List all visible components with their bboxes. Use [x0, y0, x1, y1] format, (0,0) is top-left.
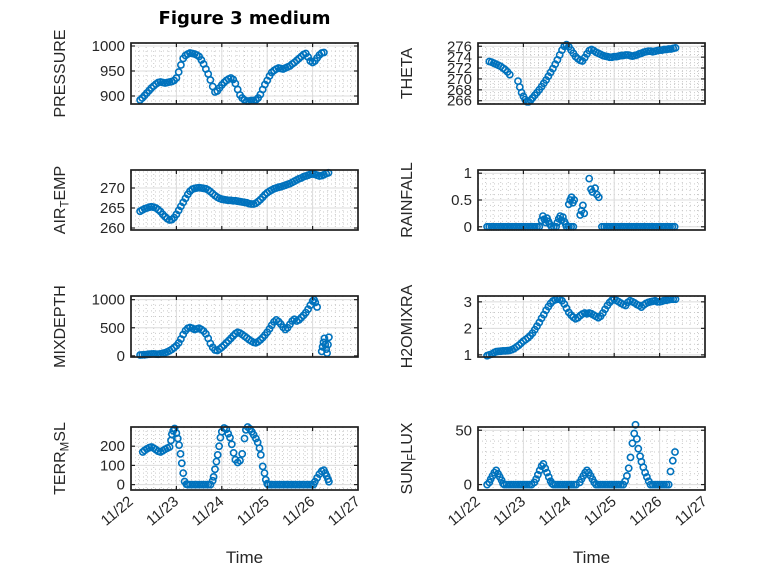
scatter-points	[483, 174, 679, 231]
scatter-points	[485, 40, 680, 106]
y-axis-label: RAINFALL	[399, 162, 416, 238]
y-axis-label: THETA	[399, 48, 416, 100]
y-tick-labels: 0 100 200	[100, 438, 125, 493]
y-axis-label: AIRTEMP	[52, 166, 72, 234]
y-axis-label: MIXDEPTH	[52, 285, 69, 368]
svg-text:50: 50	[455, 422, 472, 439]
svg-text:2: 2	[464, 320, 472, 337]
svg-text:1000: 1000	[92, 292, 125, 309]
subplot-airtemp: 260 265 270 AIRTEMP	[19, 160, 372, 242]
chart-svg-terr_msl: 0 100 200 TERRMSL 11/22 11/23 11/24 11/25 11/26 1…	[52, 422, 364, 529]
svg-text:11/27: 11/27	[325, 493, 364, 529]
subplot-pressure: 900 950 1000 PRESSURE	[19, 29, 372, 118]
scatter-points	[136, 48, 328, 105]
subplot-sunflux: 0 50 SUNFLUX 11/22 11/23 11/24 11/25 11/26 11/27	[366, 417, 719, 582]
minor-grid	[131, 427, 358, 490]
svg-text:265: 265	[100, 200, 125, 217]
axes-box	[477, 169, 706, 231]
svg-text:100: 100	[100, 457, 125, 474]
axes-box	[477, 42, 706, 105]
svg-text:260: 260	[100, 220, 125, 237]
svg-text:950: 950	[100, 63, 125, 80]
svg-text:900: 900	[100, 88, 125, 105]
x-axis-label-left: Time	[225, 548, 264, 567]
svg-text:11/22: 11/22	[98, 493, 137, 529]
scatter-points	[483, 295, 680, 360]
chart-svg-pressure: 900 950 1000 PRESSURE	[52, 29, 359, 118]
axes-box	[130, 169, 359, 231]
y-axis-label: TERRMSL	[52, 422, 72, 495]
subplot-terrmsl: 0 100 200 TERRMSL 11/22 11/23 11/24 11/25 11/26 1…	[19, 417, 372, 582]
svg-text:11/26: 11/26	[279, 493, 318, 529]
svg-text:200: 200	[100, 438, 125, 455]
chart-svg-h2omixra: 1 2 3 H2OMIXRA	[399, 284, 706, 368]
svg-text:272: 272	[447, 60, 472, 77]
svg-text:11/23: 11/23	[490, 493, 529, 529]
y-axis-label: PRESSURE	[52, 29, 69, 117]
svg-text:11/25: 11/25	[234, 493, 273, 529]
svg-text:276: 276	[447, 38, 472, 55]
major-grid	[131, 170, 358, 230]
subplot-h2omixra: 1 2 3 H2OMIXRA	[366, 284, 719, 369]
chart-svg-air_temp: 260 265 270 AIRTEMP	[52, 166, 359, 237]
axes-box	[130, 42, 359, 105]
svg-text:0.5: 0.5	[451, 192, 472, 209]
svg-text:11/24: 11/24	[189, 493, 228, 529]
svg-text:11/27: 11/27	[672, 493, 711, 529]
svg-text:270: 270	[447, 71, 472, 88]
axes-box	[477, 426, 706, 491]
axes-box	[130, 426, 359, 491]
svg-text:0: 0	[117, 477, 125, 494]
svg-text:0: 0	[117, 348, 125, 365]
svg-text:0: 0	[464, 477, 472, 494]
subplot-theta: 266 268 270 272 274 276 THETA	[366, 33, 719, 116]
y-tick-labels: 260 265 270	[100, 180, 125, 237]
svg-text:11/23: 11/23	[143, 493, 182, 529]
y-tick-labels: 1 2 3	[464, 294, 472, 364]
svg-text:270: 270	[100, 180, 125, 197]
svg-text:1: 1	[464, 165, 472, 182]
scatter-points	[136, 168, 333, 224]
y-tick-labels: 00.51	[451, 165, 472, 236]
svg-text:274: 274	[447, 49, 472, 66]
svg-text:11/24: 11/24	[536, 493, 575, 529]
subplot-mixdepth: 0 500 1000 MIXDEPTH	[19, 285, 372, 369]
y-tick-labels: 0 500 1000	[92, 292, 125, 365]
svg-text:1: 1	[464, 347, 472, 364]
svg-text:268: 268	[447, 82, 472, 99]
figure-title: Figure 3 medium	[158, 8, 331, 29]
svg-text:500: 500	[100, 320, 125, 337]
x-tick-labels: 11/22 11/23 11/24 11/25 11/26 11/27	[445, 493, 711, 529]
svg-text:0: 0	[464, 219, 472, 236]
svg-text:3: 3	[464, 294, 472, 311]
y-tick-labels: 900 950 1000	[92, 38, 125, 105]
svg-text:1000: 1000	[92, 38, 125, 55]
svg-text:11/25: 11/25	[581, 493, 620, 529]
svg-text:11/26: 11/26	[626, 493, 665, 529]
scatter-points	[483, 420, 679, 489]
svg-text:266: 266	[447, 93, 472, 110]
x-tick-labels: 11/22 11/23 11/24 11/25 11/26 11/27	[98, 493, 364, 529]
chart-svg-sun_flux: 0 50 SUNFLUX 11/22 11/23 11/24 11/25 11/26 11/27	[399, 420, 711, 529]
chart-svg-mixdepth: 0 500 1000 MIXDEPTH	[52, 285, 359, 368]
y-axis-label: H2OMIXRA	[399, 284, 416, 368]
y-axis-label: SUNFLUX	[399, 422, 419, 494]
axes-box	[477, 295, 706, 358]
x-axis-label-right: Time	[572, 548, 611, 567]
axes-box	[130, 295, 359, 358]
svg-text:11/22: 11/22	[445, 493, 484, 529]
subplot-rainfall: 0 0.5 1 RAINFALL	[366, 160, 719, 242]
y-tick-labels: 0 50	[455, 422, 472, 493]
